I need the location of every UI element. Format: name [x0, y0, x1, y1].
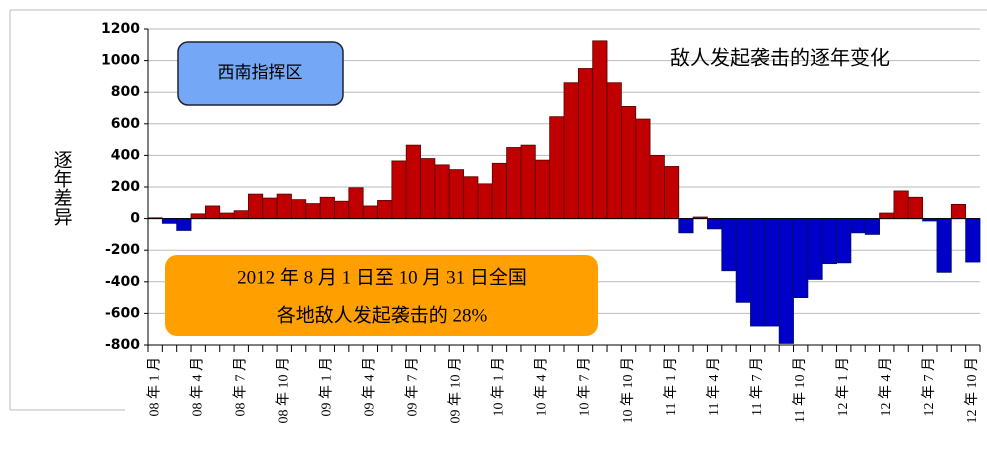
bar	[907, 196, 924, 220]
y-tick-label: 600	[111, 116, 140, 132]
x-tick-label: 09 年 4 月	[362, 357, 378, 417]
region-box	[177, 41, 344, 106]
chart-title: 敌人发起袭击的逐年变化	[670, 47, 890, 70]
y-tick-label: -800	[105, 337, 140, 353]
x-tick-label: 11 年 10 月	[792, 357, 808, 423]
y-tick-label: 1000	[101, 53, 140, 69]
bar	[334, 200, 350, 220]
bar	[864, 218, 880, 235]
bar	[592, 40, 608, 219]
x-tick-label: 08 年 7 月	[232, 357, 248, 417]
annotation-line: 2012 年 8 月 1 日至 10 月 31 日全国	[237, 266, 527, 288]
bar	[204, 205, 221, 220]
x-tick-label: 09 年 1 月	[319, 357, 335, 417]
x-tick-label: 12 年 10 月	[964, 357, 980, 424]
bar	[233, 210, 249, 219]
bar	[577, 68, 594, 220]
bar	[391, 160, 407, 219]
bar	[420, 158, 436, 219]
x-tick-label: 12 年 4 月	[878, 357, 894, 417]
bar	[606, 82, 622, 220]
bar	[405, 144, 421, 220]
bar	[836, 218, 852, 264]
bar	[319, 196, 335, 220]
bar	[549, 116, 565, 220]
bar	[664, 166, 680, 220]
bar	[707, 218, 723, 230]
bar	[620, 106, 637, 219]
bar	[936, 218, 952, 273]
x-tick-label: 09 年 10 月	[448, 357, 464, 424]
bar	[821, 218, 837, 265]
bar	[262, 197, 278, 219]
x-tick-label: 09 年 7 月	[405, 357, 421, 417]
y-tick-label: -200	[105, 242, 140, 258]
y-tick-label: 0	[130, 211, 140, 227]
y-tick-label: -400	[105, 274, 140, 290]
bar	[649, 154, 665, 219]
bar	[190, 213, 206, 220]
bar	[176, 218, 192, 231]
region-label: 西南指挥区	[218, 63, 303, 82]
x-tick-label: 12 年 1 月	[835, 357, 851, 417]
bar	[362, 205, 378, 220]
y-tick-label: -600	[105, 305, 140, 321]
x-tick-label: 11 年 4 月	[706, 357, 722, 416]
y-tick-label: 800	[111, 84, 140, 100]
bar	[248, 193, 264, 220]
x-tick-label: 08 年 4 月	[189, 357, 205, 417]
bar	[434, 164, 450, 220]
y-axis-label: 逐年差异	[51, 150, 73, 226]
x-tick-label: 10 年 4 月	[534, 357, 550, 417]
bar	[764, 218, 780, 327]
bar	[276, 193, 292, 220]
bar	[778, 218, 794, 344]
bar	[161, 218, 178, 224]
bar	[807, 218, 823, 280]
bar	[491, 162, 508, 220]
bar	[950, 203, 967, 220]
annotation-line: 各地敌人发起袭击的 28%	[277, 304, 488, 326]
x-tick-label: 10 年 1 月	[491, 357, 507, 417]
bar	[506, 147, 522, 219]
y-tick-label: 200	[111, 179, 140, 195]
x-tick-label: 10 年 7 月	[577, 357, 593, 417]
bar	[463, 176, 479, 219]
bar	[377, 200, 393, 219]
bar	[965, 218, 981, 263]
x-tick-label: 08 年 1 月	[146, 357, 162, 417]
bar	[850, 218, 866, 234]
y-tick-label: 400	[111, 147, 140, 163]
bar	[635, 118, 651, 219]
bar	[291, 199, 307, 219]
bar	[219, 212, 235, 220]
bar	[879, 212, 895, 220]
bar	[534, 159, 551, 219]
bar	[477, 183, 493, 219]
x-tick-label: 11 年 1 月	[663, 357, 679, 416]
bar	[520, 144, 536, 220]
x-tick-label: 08 年 10 月	[275, 357, 291, 424]
bar	[563, 82, 579, 220]
bar	[721, 218, 737, 272]
annotation-box	[165, 255, 598, 336]
bar	[735, 218, 751, 303]
bar	[305, 203, 321, 219]
bar	[448, 169, 464, 219]
x-tick-label: 10 年 10 月	[620, 357, 636, 424]
x-tick-label: 12 年 7 月	[921, 357, 937, 417]
bar	[750, 218, 766, 327]
bar	[893, 190, 909, 219]
y-tick-label: 1200	[101, 21, 140, 37]
bar	[348, 187, 364, 219]
bar	[678, 218, 694, 234]
x-tick-label: 11 年 7 月	[749, 357, 765, 416]
bar	[793, 218, 809, 299]
